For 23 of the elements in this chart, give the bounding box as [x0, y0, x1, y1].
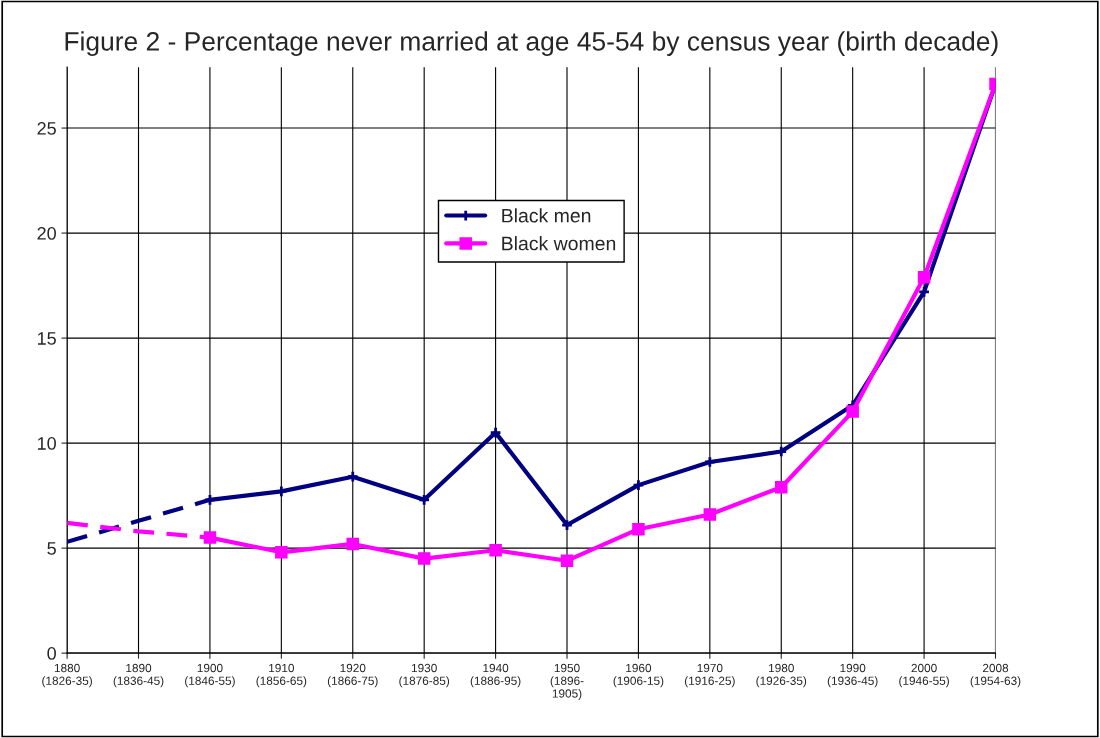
x-tick-label: 1930 (1876-85): [399, 663, 450, 688]
x-tick-label: 1970 (1916-25): [684, 663, 735, 688]
x-tick-label: 1890 (1836-45): [113, 663, 164, 688]
x-tick-label: 1990 (1936-45): [827, 663, 878, 688]
x-tick-label: 2008 (1954-63): [970, 663, 1021, 688]
y-tick-label: 20: [37, 227, 56, 240]
x-tick-label: 1940 (1886-95): [470, 663, 521, 688]
y-tick-label: 15: [37, 332, 56, 345]
x-tick-label: 2000 (1946-55): [899, 663, 949, 688]
y-tick-label: 0: [47, 647, 56, 660]
legend-label: Black men: [502, 208, 591, 223]
chart-title: Figure 2 - Percentage never married at age 45-54 by census year (birth decade): [65, 31, 998, 56]
x-tick-label: 1880 (1826-35): [42, 663, 92, 688]
x-tick-label: 1910 (1856-65): [256, 663, 307, 688]
y-tick-label: 10: [37, 437, 56, 450]
x-tick-label: 1900 (1846-55): [185, 663, 235, 688]
x-tick-label: 1920 (1866-75): [327, 663, 378, 688]
y-tick-label: 5: [47, 542, 56, 555]
y-tick-label: 25: [37, 122, 56, 135]
x-tick-label: 1960 (1906-15): [613, 663, 664, 688]
x-tick-label: 1980 (1926-35): [756, 663, 807, 688]
legend-label: Black women: [502, 236, 616, 251]
x-tick-label: 1950 (1896- 1905): [550, 663, 584, 700]
